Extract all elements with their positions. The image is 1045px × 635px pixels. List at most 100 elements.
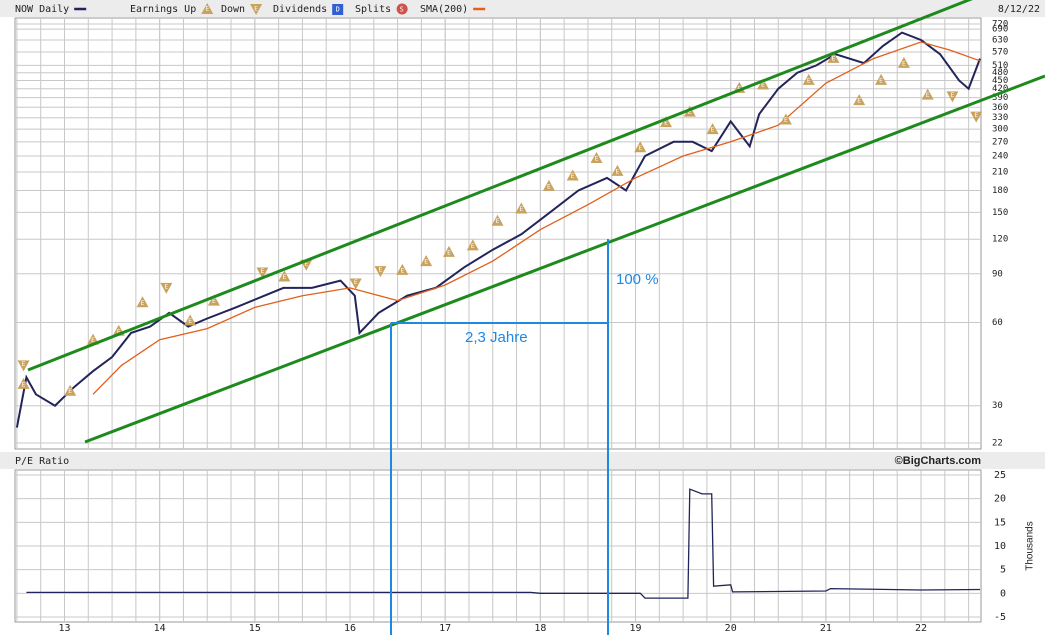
header-band [0, 452, 1045, 469]
legend-label: Earnings Up [130, 4, 196, 15]
y-tick-label: 22 [992, 439, 1003, 449]
y-axis-label: Thousands [1025, 521, 1036, 570]
x-tick-label: 15 [249, 623, 261, 634]
earnings-letter: E [879, 77, 883, 84]
y-tick-label: 690 [992, 25, 1008, 35]
y-tick-label: 25 [994, 470, 1006, 481]
earnings-letter: E [424, 259, 428, 266]
earnings-letter: E [761, 82, 765, 89]
earnings-marker [611, 164, 624, 176]
earnings-letter: E [571, 173, 575, 180]
earnings-letter: E [616, 168, 620, 175]
legend-label: NOW Daily [15, 4, 69, 15]
earnings-letter: E [117, 328, 121, 335]
earnings-letter: E [141, 300, 145, 307]
earnings-letter: E [595, 155, 599, 162]
earnings-marker [542, 179, 555, 191]
series-line [15, 31, 981, 428]
y-tick-label: 120 [992, 235, 1008, 245]
earnings-marker [970, 111, 983, 123]
earnings-marker [827, 51, 840, 63]
earnings-marker [706, 123, 719, 135]
earnings-letter: E [188, 318, 192, 325]
legend-letter: S [400, 6, 404, 14]
earnings-marker [160, 282, 173, 294]
earnings-letter: E [688, 109, 692, 116]
legend-label: Down [221, 4, 245, 15]
earnings-letter: E [354, 279, 358, 286]
earnings-marker [897, 56, 910, 68]
y-tick-label: 630 [992, 36, 1008, 46]
earnings-marker [184, 314, 197, 326]
earnings-letter: E [400, 267, 404, 274]
earnings-marker [921, 88, 934, 100]
legend-label: Dividends [273, 4, 327, 15]
earnings-letter: E [951, 92, 955, 99]
earnings-marker [466, 239, 479, 251]
earnings-letter: E [974, 112, 978, 119]
y-tick-label: 150 [992, 208, 1008, 218]
y-tick-label: 360 [992, 103, 1008, 113]
y-tick-label: 330 [992, 113, 1008, 123]
y-tick-label: 480 [992, 68, 1008, 78]
earnings-letter: E [447, 249, 451, 256]
y-tick-label: 0 [1000, 588, 1006, 599]
earnings-marker [256, 267, 269, 279]
y-tick-label: 420 [992, 84, 1008, 94]
earnings-letter: E [519, 206, 523, 213]
earnings-letter: E [807, 77, 811, 84]
earnings-letter: E [68, 388, 72, 395]
earnings-marker [17, 360, 30, 372]
channel-line [27, 0, 973, 372]
earnings-letter: E [547, 183, 551, 190]
y-tick-label: 5 [1000, 565, 1006, 576]
earnings-marker [946, 91, 959, 103]
earnings-marker [278, 270, 291, 282]
x-tick-label: 20 [725, 623, 737, 634]
panel-title: P/E Ratio [15, 456, 69, 467]
earnings-letter: E [926, 92, 930, 99]
earnings-marker [853, 94, 866, 106]
earnings-letter: E [304, 260, 308, 267]
earnings-marker [136, 296, 149, 308]
legend-swatch [332, 4, 344, 15]
y-tick-label: 570 [992, 48, 1008, 58]
y-tick-label: 20 [994, 494, 1006, 505]
y-tick-label: 10 [994, 541, 1006, 552]
earnings-marker [396, 263, 409, 275]
plot: 2230609012015018021024027030033036039042… [15, 3, 1008, 634]
series-line [92, 41, 981, 395]
legend-letter: E [254, 6, 258, 13]
x-tick-label: 14 [154, 623, 166, 634]
earnings-marker [515, 202, 528, 214]
earnings-letter: E [164, 283, 168, 290]
y-tick-label: 450 [992, 76, 1008, 86]
y-tick-label: 240 [992, 151, 1008, 161]
earnings-marker [634, 141, 647, 153]
earnings-letter: E [496, 218, 500, 225]
legend-label: Splits [355, 4, 391, 15]
y-tick-label: 210 [992, 168, 1008, 178]
earnings-marker [374, 266, 387, 278]
series-line [26, 488, 981, 599]
legend-letter: D [336, 6, 340, 14]
earnings-marker [590, 151, 603, 163]
earnings-letter: E [91, 337, 95, 344]
credit: ©BigCharts.com [895, 455, 982, 467]
legend-label: SMA(200) [420, 4, 468, 15]
legend-swatch [201, 3, 214, 14]
earnings-letter: E [379, 267, 383, 274]
legend-swatch [250, 4, 263, 15]
earnings-marker [64, 384, 77, 396]
y-tick-label: 90 [992, 269, 1003, 279]
earnings-marker [757, 78, 770, 90]
legend-letter: E [205, 6, 209, 13]
annotation: 100 % [616, 271, 659, 288]
x-tick-label: 22 [915, 623, 927, 634]
earnings-letter: E [261, 268, 265, 275]
earnings-marker [491, 214, 504, 226]
earnings-marker [442, 245, 455, 257]
earnings-letter: E [857, 98, 861, 105]
earnings-letter: E [664, 120, 668, 127]
